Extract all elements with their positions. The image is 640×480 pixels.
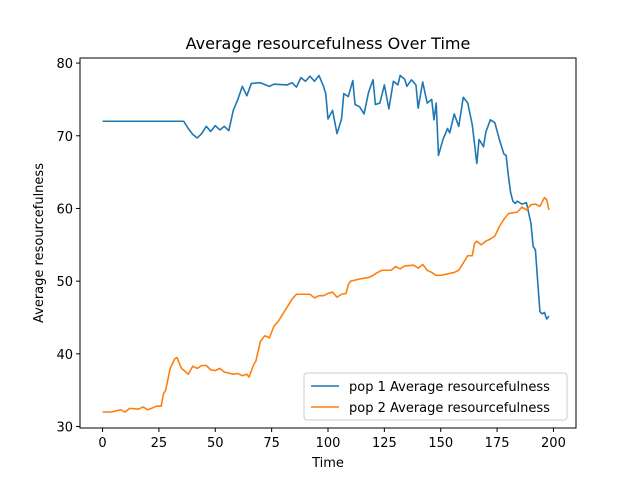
y-tick-label: 70 xyxy=(56,130,73,145)
y-tick-label: 60 xyxy=(56,202,73,217)
x-tick-label: 75 xyxy=(263,436,280,451)
x-tick-label: 200 xyxy=(541,436,566,451)
x-tick-label: 100 xyxy=(316,436,341,451)
x-tick-label: 25 xyxy=(151,436,168,451)
y-tick-label: 80 xyxy=(56,57,73,72)
y-tick-label: 50 xyxy=(56,275,73,290)
y-axis-label: Average resourcefulness xyxy=(32,163,47,323)
chart-title: Average resourcefulness Over Time xyxy=(186,34,471,53)
y-tick-label: 30 xyxy=(56,421,73,436)
x-tick-label: 125 xyxy=(372,436,397,451)
x-tick-label: 150 xyxy=(428,436,453,451)
legend-label-1: pop 1 Average resourcefulness xyxy=(349,380,550,395)
series-layer xyxy=(102,74,550,413)
legend-label-2: pop 2 Average resourcefulness xyxy=(349,401,550,416)
x-tick-label: 50 xyxy=(207,436,224,451)
legend: pop 1 Average resourcefulness pop 2 Avera… xyxy=(303,372,568,421)
series-line-2 xyxy=(102,196,550,413)
x-tick-label: 175 xyxy=(485,436,510,451)
x-tick-label: 0 xyxy=(98,436,106,451)
series-line-1 xyxy=(102,74,550,320)
y-axis-ticks: 30 40 50 60 70 80 xyxy=(56,57,80,436)
x-axis-ticks: 0 25 50 75 100 125 150 175 200 xyxy=(98,428,566,451)
legend-box xyxy=(303,372,568,421)
x-axis-label: Time xyxy=(311,456,344,471)
y-tick-label: 40 xyxy=(56,348,73,363)
